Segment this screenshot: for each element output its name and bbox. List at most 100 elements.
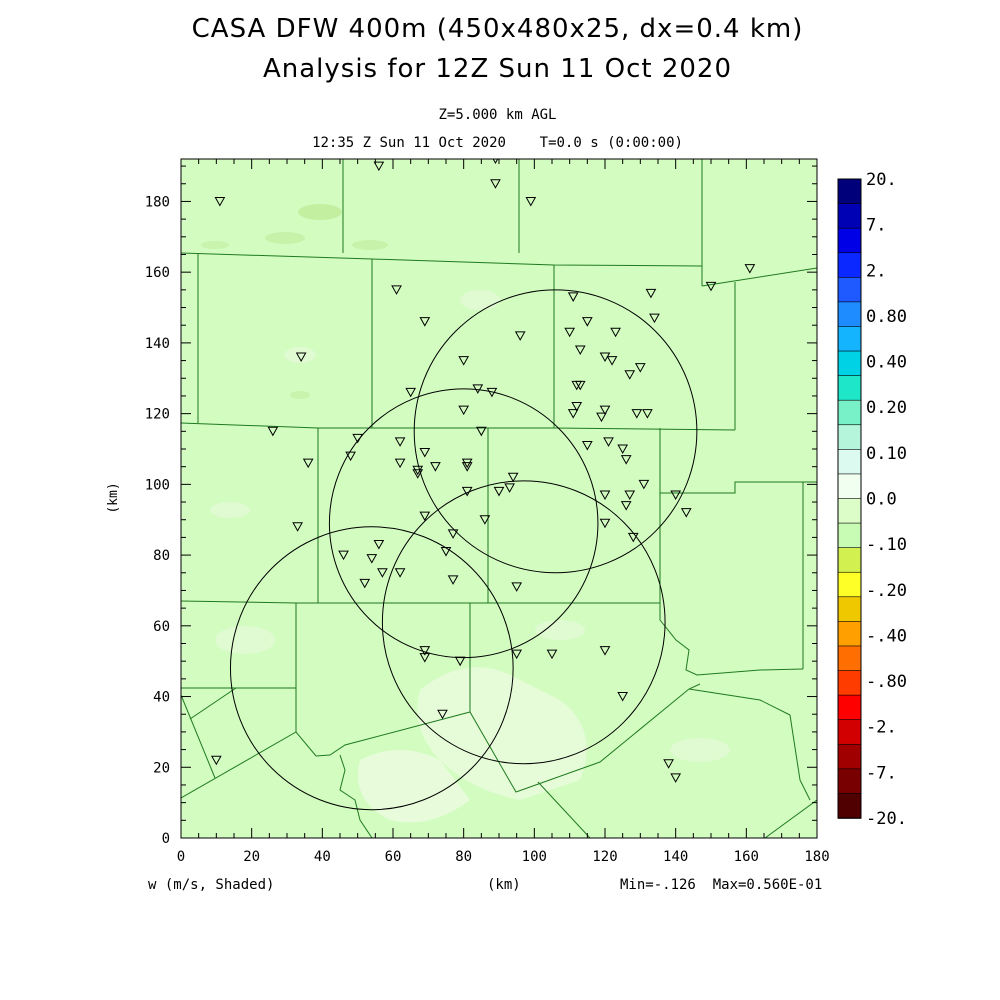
station-marker	[437, 709, 448, 720]
x-tick-label: 20	[243, 849, 260, 865]
colorbar-swatch	[837, 498, 862, 524]
station-marker	[454, 656, 466, 667]
colorbar-label: -.10	[866, 535, 907, 555]
station-marker	[599, 352, 611, 363]
y-tick-label: 180	[145, 194, 170, 210]
station-marker	[606, 356, 618, 366]
colorbar-swatch	[837, 399, 862, 426]
station-marker	[603, 437, 614, 447]
station-marker	[430, 462, 441, 472]
x-tick-label: 120	[592, 849, 617, 865]
colorbar-label: 2.	[866, 261, 886, 281]
field-label: w (m/s, Shaded)	[148, 877, 275, 893]
colorbar-swatch	[837, 178, 862, 205]
station-marker	[567, 292, 579, 302]
station-marker	[705, 281, 717, 292]
station-marker	[581, 317, 593, 327]
station-marker	[546, 649, 558, 660]
y-tick-label: 40	[153, 690, 170, 706]
station-marker	[645, 288, 657, 299]
valid-time-label: 12:35 Z Sun 11 Oct 2020 T=0.0 s (0:00:00…	[312, 135, 683, 151]
station-marker	[574, 380, 586, 391]
level-label: Z=5.000 km AGL	[438, 107, 557, 123]
station-marker	[267, 426, 279, 437]
station-marker	[373, 539, 385, 550]
y-tick-label: 160	[145, 265, 170, 281]
colorbar-swatch	[837, 350, 862, 377]
colorbar-label: 0.20	[866, 398, 907, 418]
colorbar-swatch	[837, 301, 862, 328]
colorbar-swatch	[837, 719, 862, 746]
station-marker	[649, 313, 660, 324]
station-marker	[458, 405, 470, 416]
colorbar	[837, 178, 862, 819]
station-marker	[394, 437, 406, 447]
station-marker	[638, 479, 650, 490]
station-marker	[419, 448, 431, 458]
colorbar-swatch	[837, 522, 862, 549]
y-tick-label: 120	[145, 407, 170, 423]
colorbar-swatch	[837, 645, 862, 672]
station-marker	[599, 405, 611, 416]
station-marker	[617, 444, 629, 455]
station-marker	[419, 317, 431, 327]
colorbar-swatch	[837, 227, 862, 254]
x-tick-label: 40	[314, 849, 331, 865]
station-marker	[507, 472, 519, 483]
station-marker	[366, 554, 378, 564]
station-marker	[511, 649, 523, 660]
station-marker	[620, 455, 632, 465]
station-marker	[663, 759, 674, 769]
station-marker	[461, 486, 473, 497]
radar-ring	[229, 526, 514, 811]
station-marker	[440, 547, 452, 557]
colorbar-swatch	[837, 694, 862, 721]
axis-tick-labels: 0 20 40 60 80 100 120 140 160 180 0 20 40 60 80 100 120 1…	[145, 194, 830, 865]
station-marker	[292, 522, 303, 532]
station-marker	[419, 646, 431, 656]
station-marker	[419, 511, 431, 522]
station-marker	[391, 285, 402, 295]
station-marker	[472, 384, 484, 394]
station-marker	[486, 387, 498, 398]
station-marker	[599, 646, 611, 656]
colorbar-label: 0.40	[866, 353, 907, 373]
colorbar-label: -20.	[866, 809, 907, 829]
station-marker	[642, 409, 653, 419]
radar-ring	[381, 480, 666, 765]
station-markers	[210, 159, 756, 783]
x-tick-label: 100	[522, 849, 547, 865]
colorbar-swatch	[837, 670, 862, 696]
colorbar-swatch	[837, 793, 862, 819]
colorbar-label: -.80	[866, 672, 907, 692]
colorbar-swatch	[837, 203, 862, 229]
y-axis-label: (km)	[106, 482, 121, 513]
station-marker	[567, 409, 579, 419]
colorbar-swatch	[837, 596, 862, 623]
station-marker	[599, 518, 611, 529]
weak-updraft-patches	[210, 290, 730, 823]
station-marker	[412, 469, 424, 479]
radar-ring	[413, 289, 698, 574]
station-marker	[514, 331, 526, 341]
station-marker	[352, 433, 364, 444]
station-marker	[295, 352, 307, 363]
x-tick-label: 180	[804, 849, 829, 865]
station-marker	[458, 356, 470, 366]
station-marker	[373, 161, 385, 172]
y-tick-label: 0	[162, 831, 170, 847]
station-marker	[564, 327, 576, 338]
station-marker	[596, 412, 607, 423]
colorbar-label: -.40	[866, 626, 907, 646]
colorbar-label: 0.10	[866, 444, 907, 464]
station-marker	[359, 578, 371, 589]
colorbar-label: 20.	[866, 170, 897, 190]
station-marker	[461, 462, 473, 472]
colorbar-swatch	[837, 473, 862, 500]
station-marker	[617, 692, 629, 702]
colorbar-swatch	[837, 547, 862, 574]
x-tick-label: 80	[455, 849, 472, 865]
station-marker	[634, 363, 646, 373]
station-marker	[680, 508, 692, 518]
